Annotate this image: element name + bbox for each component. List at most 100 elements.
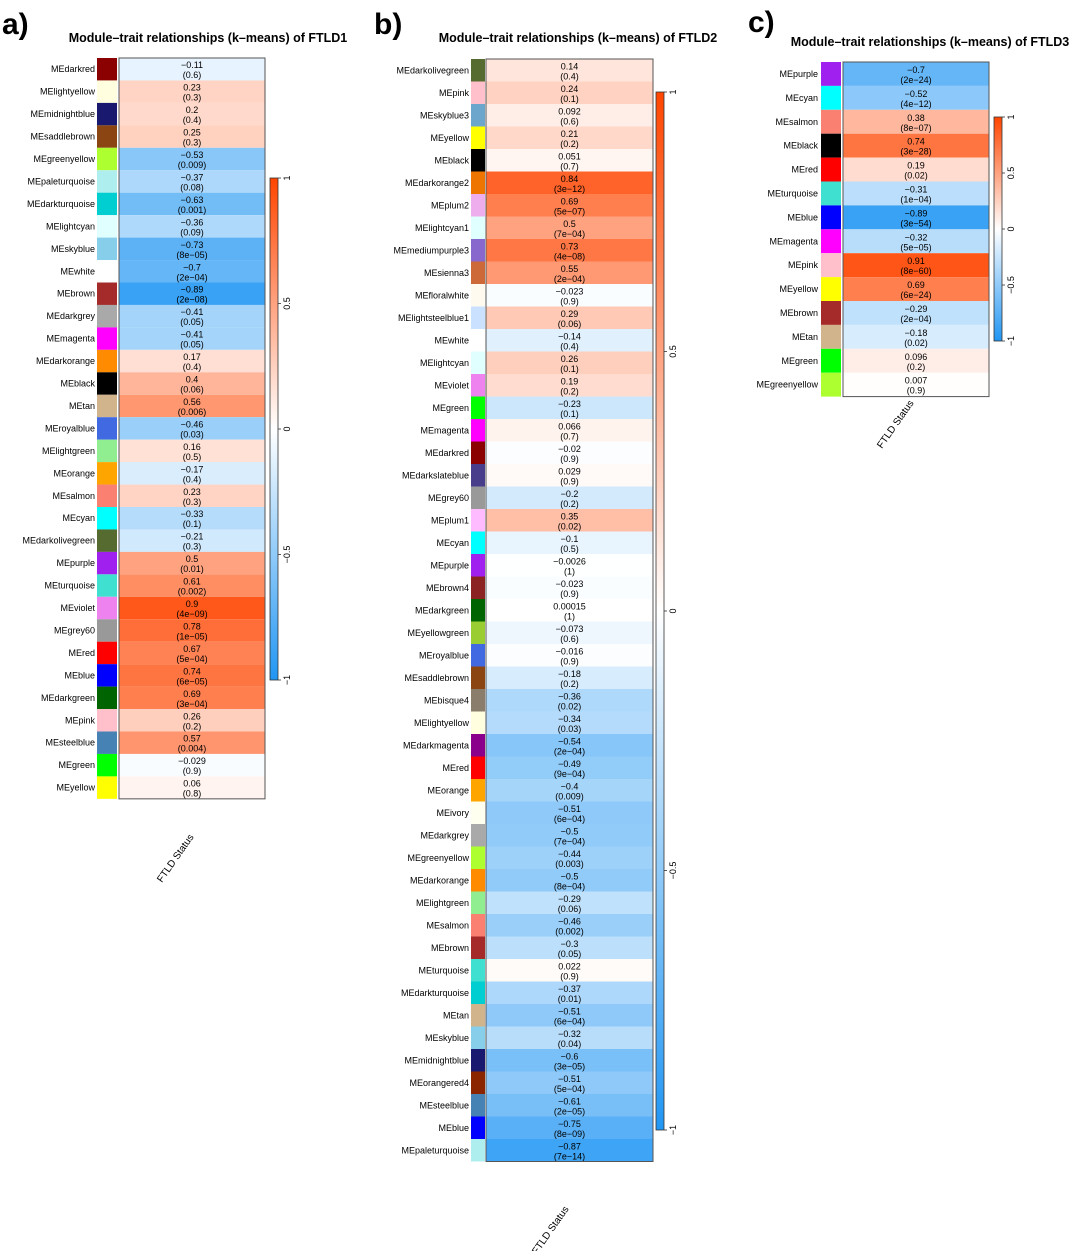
correlation-value: −0.18 xyxy=(905,328,928,338)
p-value: (1) xyxy=(564,566,575,576)
heatmap-cell xyxy=(486,576,653,599)
p-value: (0.04) xyxy=(558,1039,582,1049)
colorbar-tick-label: 0 xyxy=(282,426,292,431)
p-value: (0.8) xyxy=(183,789,202,799)
correlation-value: 0.26 xyxy=(561,354,579,364)
module-label: MEgreen xyxy=(781,356,818,366)
p-value: (2e−05) xyxy=(554,1106,585,1116)
heatmap-cell xyxy=(486,261,653,284)
p-value: (0.9) xyxy=(560,476,579,486)
heatmap-cell xyxy=(486,1116,653,1139)
heatmap-cell xyxy=(486,486,653,509)
module-color-swatch xyxy=(97,417,117,440)
module-label: MEpink xyxy=(788,260,819,270)
correlation-value: 0.022 xyxy=(558,961,581,971)
module-color-swatch xyxy=(471,711,485,734)
module-color-swatch xyxy=(821,157,841,182)
p-value: (2e−24) xyxy=(900,75,931,85)
module-color-swatch xyxy=(471,329,485,352)
p-value: (0.05) xyxy=(558,949,582,959)
correlation-value: 0.19 xyxy=(907,161,925,171)
module-label: MEplum2 xyxy=(431,200,469,210)
heatmap-cell xyxy=(843,229,989,254)
correlation-value: 0.26 xyxy=(183,711,201,721)
heatmap-cell xyxy=(119,641,265,665)
correlation-value: −0.51 xyxy=(558,1074,581,1084)
correlation-value: 0.35 xyxy=(561,511,579,521)
p-value: (0.2) xyxy=(560,386,579,396)
heatmap-cell xyxy=(119,394,265,418)
module-label: MEwhite xyxy=(60,266,95,276)
correlation-value: 0.17 xyxy=(183,352,201,362)
p-value: (0.05) xyxy=(180,340,204,350)
module-label: MEdarkorange xyxy=(410,875,469,885)
module-color-swatch xyxy=(471,1139,485,1162)
correlation-value: 0.38 xyxy=(907,113,925,123)
correlation-value: 0.23 xyxy=(183,487,201,497)
chart-title: Module–trait relationships (k–means) of … xyxy=(791,35,1070,49)
heatmap-cell xyxy=(486,824,653,847)
module-label: MEsalmon xyxy=(426,920,469,930)
heatmap-cell xyxy=(119,417,265,440)
module-label: MEsaddlebrown xyxy=(404,673,469,683)
heatmap-cell xyxy=(486,81,653,104)
p-value: (0.001) xyxy=(178,205,207,215)
correlation-value: −0.29 xyxy=(558,894,581,904)
correlation-value: −0.73 xyxy=(181,240,204,250)
module-label: MEdarkolivegreen xyxy=(396,65,469,75)
module-label: MEskyblue3 xyxy=(420,110,469,120)
module-color-swatch xyxy=(821,324,841,349)
module-label: MEblack xyxy=(60,379,95,389)
heatmap-cell xyxy=(119,574,265,597)
module-label: MEdarkgreen xyxy=(415,605,469,615)
p-value: (0.08) xyxy=(180,182,204,192)
correlation-value: −0.89 xyxy=(905,208,928,218)
heatmap-cell xyxy=(119,596,265,620)
module-color-swatch xyxy=(471,351,485,374)
correlation-value: −0.016 xyxy=(556,646,584,656)
module-color-swatch xyxy=(97,664,117,687)
module-label: MEsteelblue xyxy=(419,1100,469,1110)
module-label: MEgreen xyxy=(58,760,95,770)
module-label: MEroyalblue xyxy=(45,423,95,433)
p-value: (0.9) xyxy=(560,589,579,599)
module-label: MEgreenyellow xyxy=(407,853,469,863)
heatmap-cell xyxy=(486,711,653,734)
correlation-value: −0.75 xyxy=(558,1119,581,1129)
correlation-value: −0.14 xyxy=(558,331,581,341)
correlation-value: −0.52 xyxy=(905,89,928,99)
module-color-swatch xyxy=(471,1049,485,1072)
p-value: (0.9) xyxy=(560,454,579,464)
heatmap-cell xyxy=(486,329,653,352)
p-value: (2e−04) xyxy=(176,272,207,282)
heatmap-cell xyxy=(486,1094,653,1117)
p-value: (0.09) xyxy=(180,227,204,237)
p-value: (3e−05) xyxy=(554,1061,585,1071)
correlation-value: −0.61 xyxy=(558,1096,581,1106)
module-label: MEdarkred xyxy=(51,64,95,74)
module-color-swatch xyxy=(471,734,485,757)
heatmap-cell xyxy=(486,194,653,217)
correlation-value: 0.029 xyxy=(558,466,581,476)
correlation-value: 0.19 xyxy=(561,376,579,386)
correlation-value: −0.6 xyxy=(561,1051,579,1061)
colorbar-tick-label: −0.5 xyxy=(668,862,678,880)
module-color-swatch xyxy=(821,133,841,158)
module-label: MEwhite xyxy=(434,335,469,345)
heatmap-cell xyxy=(119,260,265,283)
module-label: MEbrown xyxy=(57,289,95,299)
module-color-swatch xyxy=(97,192,117,216)
heatmap-cell xyxy=(119,551,265,575)
correlation-value: −0.029 xyxy=(178,756,206,766)
module-label: MEdarkturquoise xyxy=(27,199,95,209)
heatmap-cell xyxy=(119,372,265,395)
p-value: (6e−05) xyxy=(176,676,207,686)
heatmap-cell xyxy=(843,348,989,373)
p-value: (0.6) xyxy=(560,116,579,126)
module-color-swatch xyxy=(97,327,117,350)
module-label: MEcyan xyxy=(436,538,469,548)
module-color-swatch xyxy=(471,1116,485,1139)
module-label: MEsalmon xyxy=(52,491,95,501)
p-value: (0.03) xyxy=(558,724,582,734)
module-color-swatch xyxy=(471,554,485,577)
